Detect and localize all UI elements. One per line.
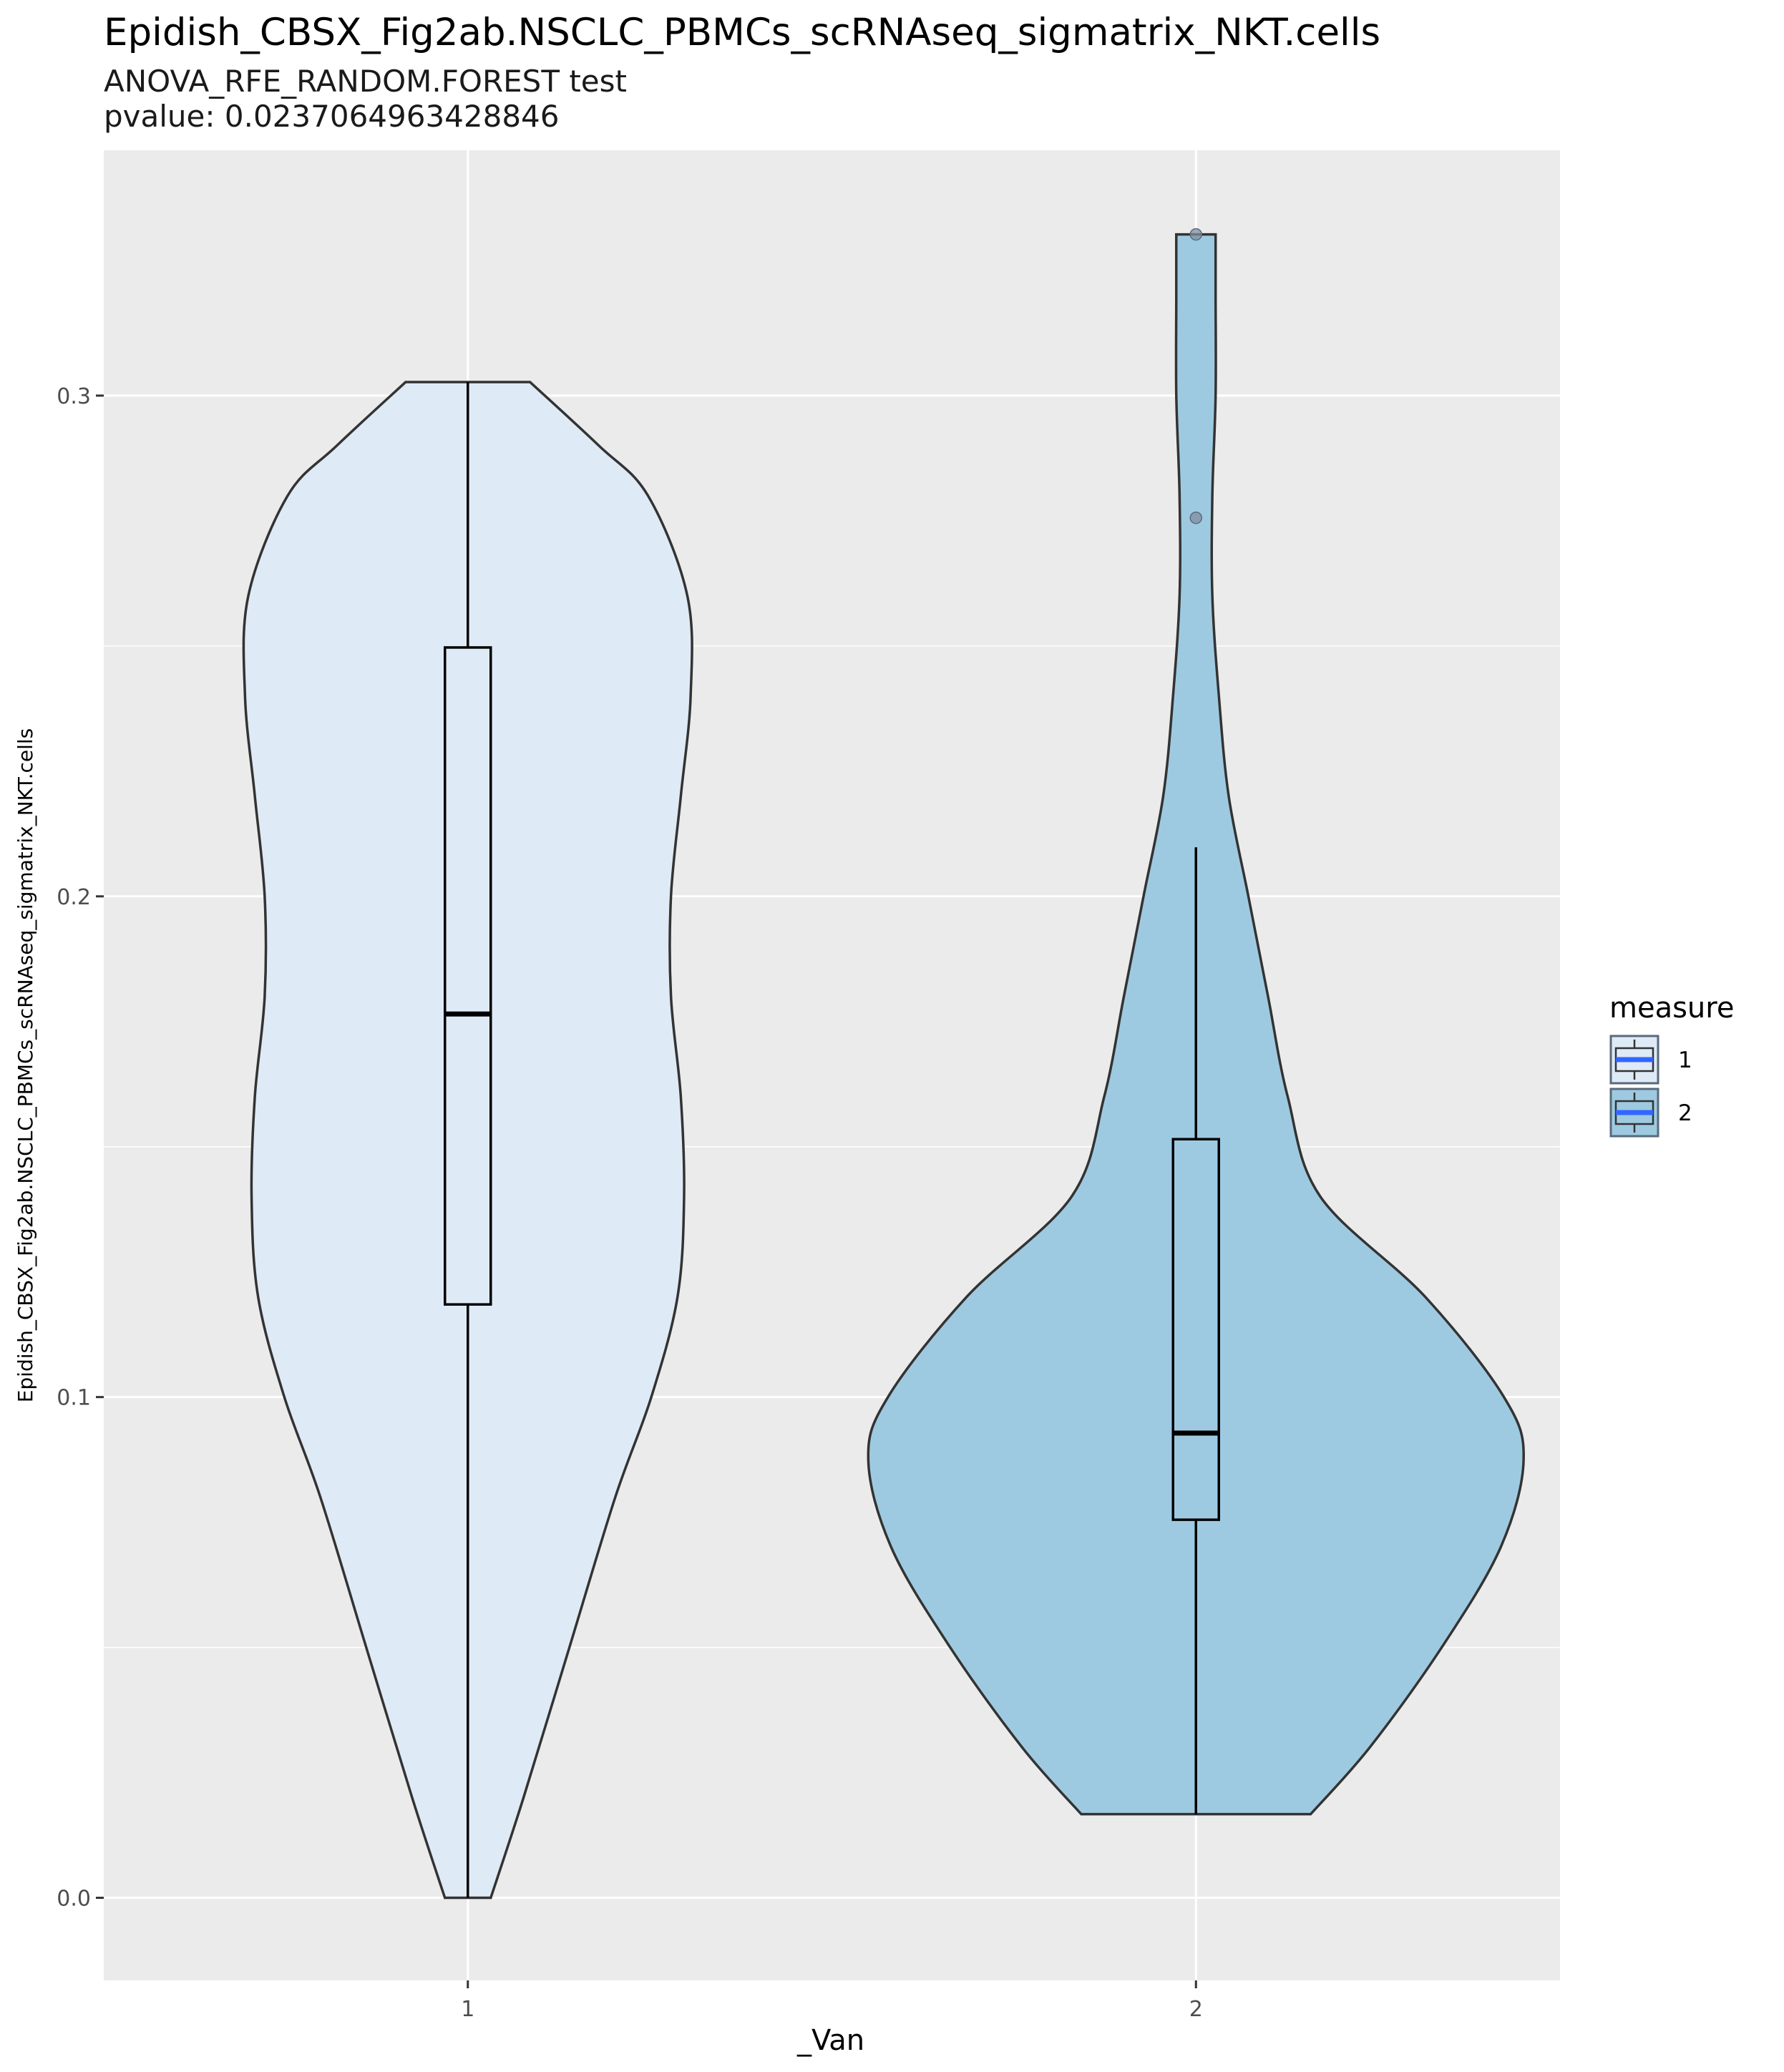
legend-keys: 12 <box>1609 1035 1692 1138</box>
x-tick-label: 1 <box>461 1997 474 2022</box>
y-tick-label: 0.1 <box>57 1386 91 1411</box>
outlier-point <box>1189 228 1202 241</box>
chart-subtitle-line-1: ANOVA_RFE_RANDOM.FOREST test <box>104 64 627 99</box>
y-axis-ticks: 0.0 0.1 0.2 0.3 <box>57 384 104 1912</box>
outlier-points <box>1189 228 1202 524</box>
boxplots <box>444 382 1220 1898</box>
box-1 <box>444 646 492 1306</box>
y-axis-title: Epidish_CBSX_Fig2ab.NSCLC_PBMCs_scRNAseq… <box>14 728 37 1403</box>
outlier-point <box>1189 511 1202 524</box>
y-tick-label: 0.3 <box>57 384 91 409</box>
y-tick-label: 0.0 <box>57 1887 91 1912</box>
box-2 <box>1171 1138 1220 1521</box>
x-tick-label: 2 <box>1189 1997 1203 2022</box>
chart-title: Epidish_CBSX_Fig2ab.NSCLC_PBMCs_scRNAseq… <box>104 11 1380 54</box>
y-tick-label: 0.2 <box>57 885 91 910</box>
legend-label: 2 <box>1678 1100 1692 1126</box>
legend: measure 12 <box>1609 992 1734 1138</box>
x-axis-title: _Van <box>796 2024 864 2057</box>
legend-label: 1 <box>1678 1047 1692 1073</box>
legend-title: measure <box>1609 992 1734 1025</box>
chart-subtitle-line-2: pvalue: 0.0237064963428846 <box>104 99 560 134</box>
